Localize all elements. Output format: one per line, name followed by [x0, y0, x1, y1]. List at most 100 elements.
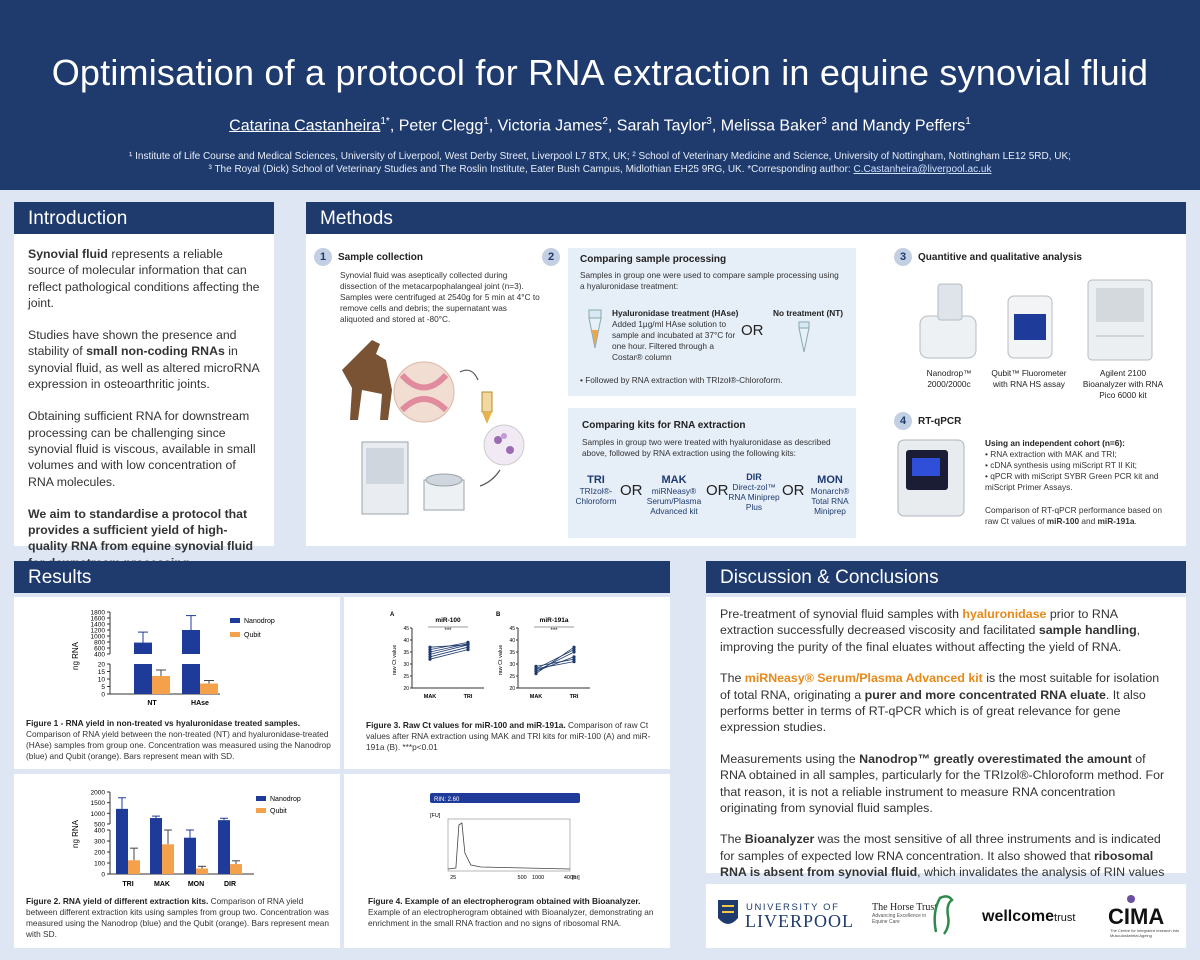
fig1-bar-nanodrop-lower [134, 664, 152, 694]
wellcome-logo: wellcometrust [982, 908, 1076, 925]
liverpool-logo-a: UNIVERSITY OF [746, 902, 840, 913]
fig3-point-mak [534, 672, 538, 676]
fig4-xtick-label: 1000 [532, 875, 544, 881]
or-label-1: OR [620, 482, 643, 499]
fig1-xtick-label: NT [147, 700, 157, 706]
hase-tube-icon [588, 309, 602, 349]
fig2-xtick-label: TRI [122, 881, 133, 888]
fig4-xtick-label: 500 [518, 875, 527, 881]
followed-text: • Followed by RNA extraction with TRIzol… [580, 375, 783, 385]
poster-header: Optimisation of a protocol for RNA extra… [0, 0, 1200, 190]
fig3-point-mak [534, 669, 538, 673]
fig2-legend-swatch-qubit [256, 808, 266, 813]
fig1-ytick-label: 400 [94, 652, 105, 659]
instruments-illustration [919, 279, 1153, 361]
step-4-number: 4 [894, 412, 912, 430]
fig2-ytick-label: 0 [101, 872, 105, 879]
fig3-ytick-label: 30 [509, 662, 515, 668]
fig3-caption: Figure 3. Raw Ct values for miR-100 and … [366, 720, 651, 752]
fig2-ytick-label: 2000 [91, 790, 106, 797]
fig2-ytick-label: 1500 [91, 800, 106, 807]
fig3-pair-line [429, 646, 469, 658]
fig2-ytick-label: 300 [94, 839, 105, 846]
discussion-box [706, 597, 1186, 873]
liverpool-crest-icon [718, 900, 738, 924]
step-1-text: Synovial fluid was aseptically collected… [340, 270, 540, 324]
fig3-ytick-label: 25 [403, 674, 409, 680]
cells-icon [483, 424, 525, 466]
fig1-bar-qubit [200, 683, 218, 694]
fig3-ytick-label: 35 [509, 650, 515, 656]
fig3-pair-line [429, 649, 469, 660]
step-1-number: 1 [314, 248, 332, 266]
fig3-pair-line [429, 644, 469, 648]
fig1-legend-nanodrop: Nanodrop [244, 618, 275, 625]
fig1-ytick-label: 5 [101, 684, 105, 691]
step-3-title: Quantitive and qualitative analysis [918, 252, 1082, 263]
fig2-bar-nanodrop [218, 820, 230, 874]
fig2-bar-nanodrop [184, 837, 196, 874]
kits-text: Samples in group two were treated with h… [582, 437, 831, 458]
fig3-point-mak [428, 648, 432, 652]
fig1-bar-nanodrop [182, 630, 200, 654]
fig3-point-mak [534, 664, 538, 668]
cima-subtitle: The Centre for Integrated research into … [1110, 928, 1180, 938]
instrument-bioanalyzer-label: Agilent 2100 Bioanalyzer with RNA Pico 6… [1082, 368, 1164, 400]
intro-box [14, 202, 274, 546]
fig2-ytick-label: 500 [94, 822, 105, 829]
or-label-3: OR [782, 482, 805, 499]
fig1-ytick-label: 10 [98, 677, 106, 684]
fig3-ylabel: raw Ct value [392, 645, 398, 676]
fig2-panel [14, 774, 340, 948]
logos-box [706, 884, 1186, 948]
hase-title: Hyaluronidase treatment (HAse) [612, 308, 739, 318]
fig4-xlabel: [nt] [572, 875, 580, 881]
fig2-bar-nanodrop [116, 808, 128, 874]
rt-qpcr-item-2: • cDNA synthesis using miScript RT II Ki… [985, 460, 1137, 470]
fig3-panel-label: A [390, 612, 395, 618]
fig3-sig: *** [444, 628, 452, 634]
sample-collection-illustration [342, 340, 525, 515]
fig3-ytick-label: 25 [509, 674, 515, 680]
fig3-sig: *** [550, 628, 558, 634]
fig3-ytick-label: 45 [509, 626, 515, 632]
horse-trust-logo: The Horse Trust Advancing Excellence in … [872, 902, 938, 925]
rt-qpcr-head: Using an independent cohort (n=6): [985, 438, 1125, 448]
kits-title: Comparing kits for RNA extraction [582, 420, 746, 431]
freezer-icon [361, 441, 409, 515]
fig1-bar-qubit [152, 676, 170, 694]
fig3-point-mak [428, 645, 432, 649]
fig1-ytick-label: 600 [94, 646, 105, 653]
fig3-panel-label: B [496, 612, 501, 618]
fig3-point-tri [572, 645, 576, 649]
fig3-point-tri [572, 660, 576, 664]
hase-text: Added 1μg/ml HAse solution to sample and… [612, 319, 736, 362]
or-label: OR [741, 322, 764, 339]
joint-icon [393, 361, 455, 423]
fig2-xtick-label: MAK [154, 881, 170, 888]
horse-trust-icon [933, 895, 954, 935]
fig3-panel-title: miR-100 [435, 617, 461, 624]
nt-title: No treatment (NT) [773, 308, 844, 318]
fig2-legend-swatch-nanodrop [256, 796, 266, 801]
step-2-number: 2 [542, 248, 560, 266]
fig3-point-mak [428, 655, 432, 659]
fig3-ytick-label: 45 [403, 626, 409, 632]
step-3-number: 3 [894, 248, 912, 266]
fig3-xtick-label: MAK [424, 694, 437, 700]
fig4-trace [447, 822, 571, 870]
fig2-xtick-label: DIR [224, 881, 236, 888]
fig2-ylabel: ng RNA [71, 819, 80, 848]
qubit-icon [1007, 295, 1053, 359]
centrifuge-icon [423, 473, 465, 511]
fig3-ytick-label: 35 [403, 650, 409, 656]
corresponding-email-link[interactable]: C.Castanheira@liverpool.ac.uk [853, 164, 992, 175]
fig2-bar-nanodrop [150, 818, 162, 874]
affiliations: ¹ Institute of Life Course and Medical S… [129, 151, 1071, 175]
arrow-icon [459, 369, 479, 381]
or-label-2: OR [706, 482, 729, 499]
fig4-chart: RIN: 2.60 [FU] 25 500 1000 4000[nt] [430, 793, 580, 881]
instrument-qubit-label: Qubit™ Fluorometer with RNA HS assay [991, 368, 1067, 389]
fig3-point-mak [428, 650, 432, 654]
